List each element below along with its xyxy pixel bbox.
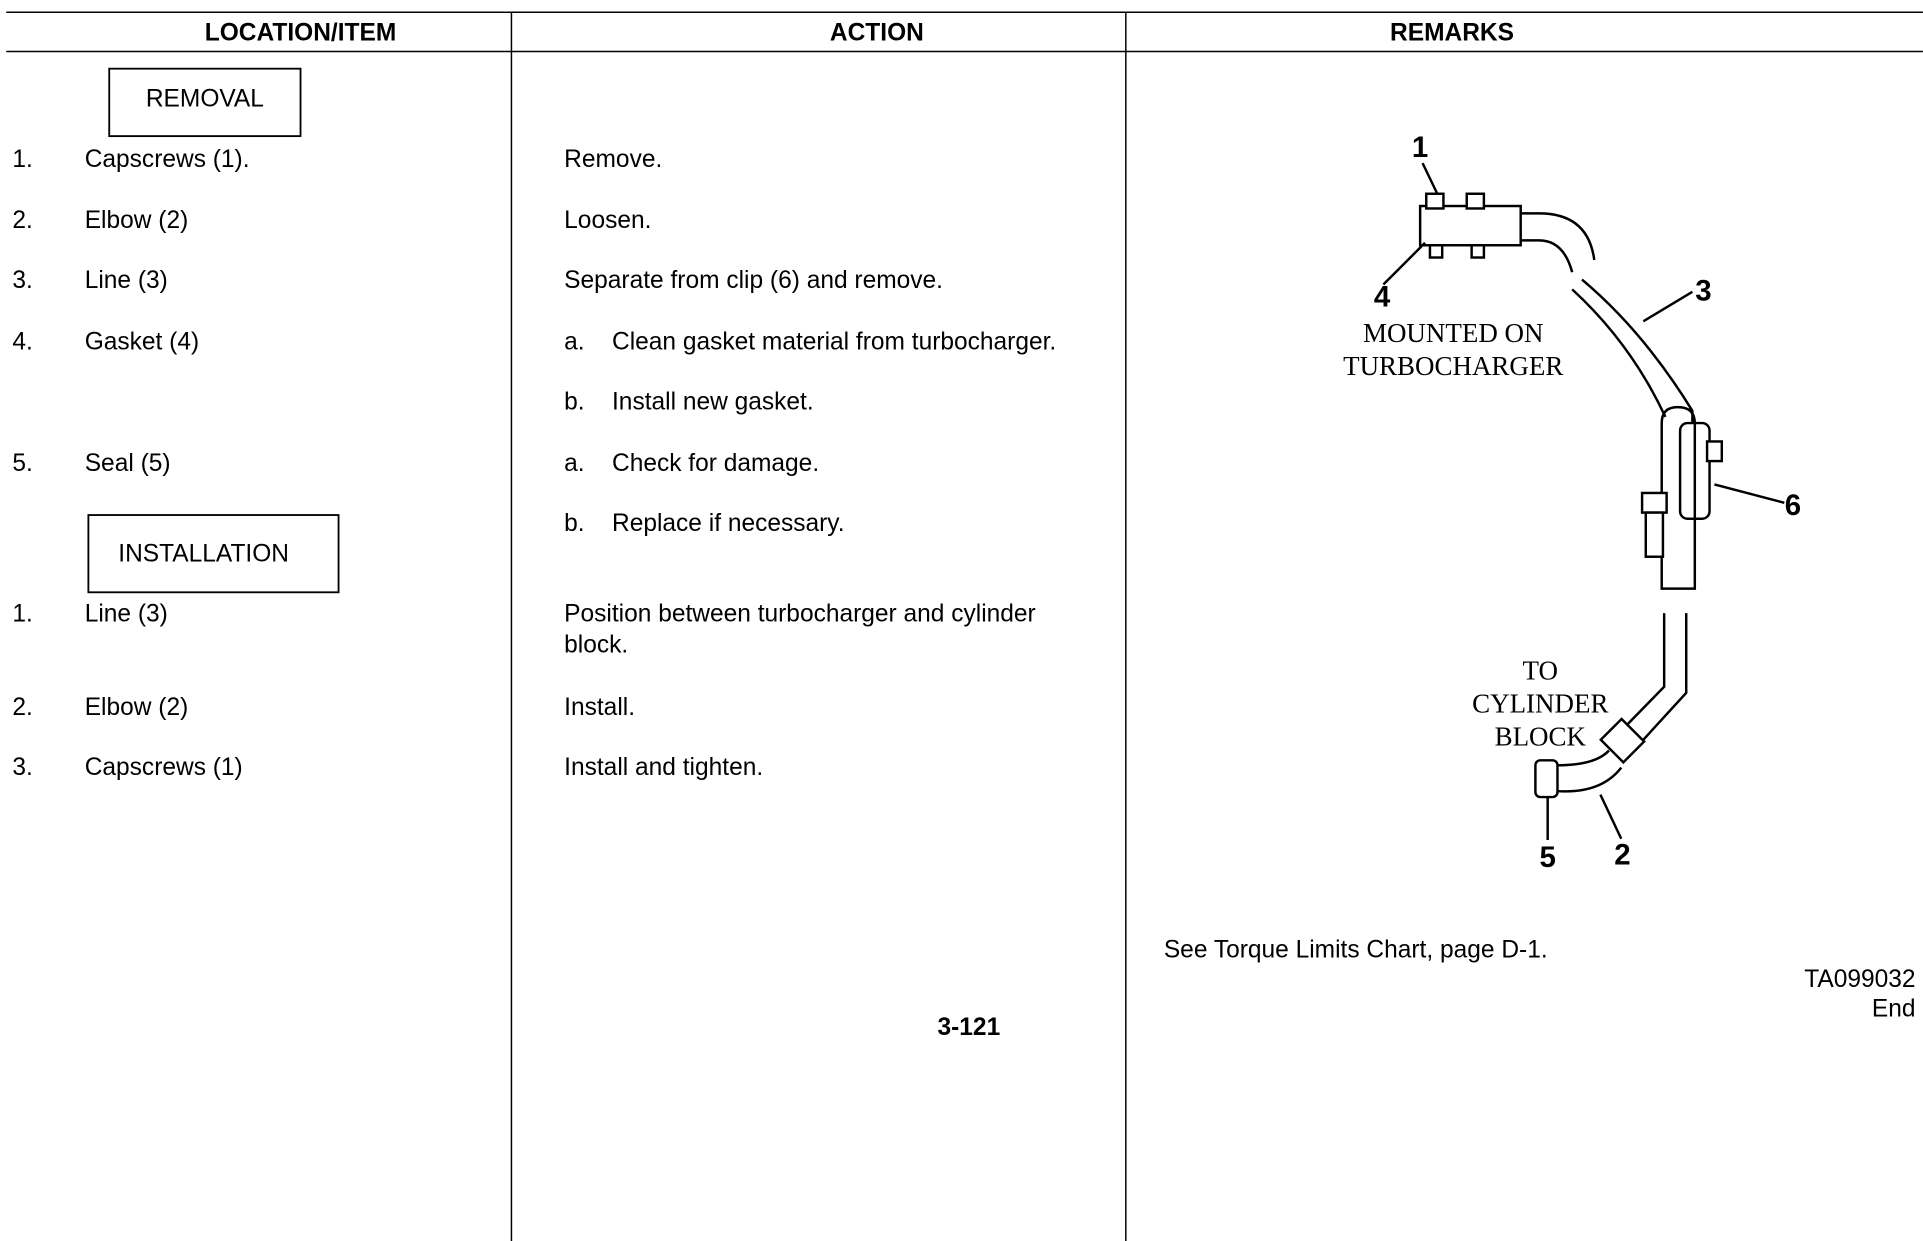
step-action: Separate from clip (6) and remove. (564, 267, 943, 294)
step-number: 4. (12, 328, 32, 355)
step-item: Seal (5) (85, 450, 171, 477)
substep-letter: a. (564, 328, 584, 355)
column-header: LOCATION/ITEM (205, 19, 397, 46)
substep-text: Clean gasket material from turbocharger. (612, 328, 1056, 355)
column-header: ACTION (830, 19, 924, 46)
illustration: 1 2 3 4 5 6 MOUNTED ON TURBOCHARGER TO C… (1343, 131, 1801, 874)
figure-label: CYLINDER (1472, 688, 1608, 718)
figure-label: BLOCK (1495, 722, 1587, 752)
step-item: Elbow (2) (85, 694, 189, 721)
remarks-text: See Torque Limits Chart, page D-1. (1164, 937, 1548, 964)
figure-label: TURBOCHARGER (1343, 351, 1563, 381)
substep-text: Install new gasket. (612, 389, 814, 416)
figure-label: MOUNTED ON (1363, 318, 1544, 348)
step-action: Install. (564, 694, 635, 721)
step-number: 3. (12, 754, 32, 781)
section-box (108, 67, 302, 138)
substep-text: Check for damage. (612, 450, 819, 477)
step-action: Remove. (564, 146, 662, 173)
step-item: Elbow (2) (85, 207, 189, 234)
substep-letter: b. (564, 389, 584, 416)
step-item: Line (3) (85, 267, 168, 294)
callout: 5 (1539, 841, 1555, 874)
step-item: Line (3) (85, 601, 168, 628)
step-number: 1. (12, 601, 32, 628)
callout: 2 (1614, 839, 1630, 872)
figure-label: TO (1523, 655, 1558, 685)
step-number: 5. (12, 450, 32, 477)
step-item: Capscrews (1). (85, 146, 250, 173)
end-marker: End (1872, 996, 1916, 1023)
substep-letter: b. (564, 510, 584, 537)
step-item: Gasket (4) (85, 328, 199, 355)
step-number: 3. (12, 267, 32, 294)
step-action: Install and tighten. (564, 754, 763, 781)
substep-text: Replace if necessary. (612, 510, 845, 537)
step-number: 2. (12, 694, 32, 721)
callout: 6 (1785, 489, 1801, 522)
step-action: block. (564, 631, 628, 658)
figure-id: TA099032 (1804, 966, 1915, 993)
step-action: Loosen. (564, 207, 651, 234)
substep-letter: a. (564, 450, 584, 477)
callout: 3 (1695, 274, 1711, 307)
section-heading: REMOVAL (146, 86, 264, 113)
callout: 4 (1374, 281, 1391, 314)
column-header: REMARKS (1390, 19, 1514, 46)
callout: 1 (1412, 131, 1428, 164)
step-number: 2. (12, 207, 32, 234)
step-number: 1. (12, 146, 32, 173)
step-item: Capscrews (1) (85, 754, 243, 781)
step-action: Position between turbocharger and cylind… (564, 601, 1036, 628)
section-heading: INSTALLATION (118, 541, 289, 568)
page-number: 3-121 (938, 1014, 1001, 1041)
section-box (87, 514, 340, 594)
